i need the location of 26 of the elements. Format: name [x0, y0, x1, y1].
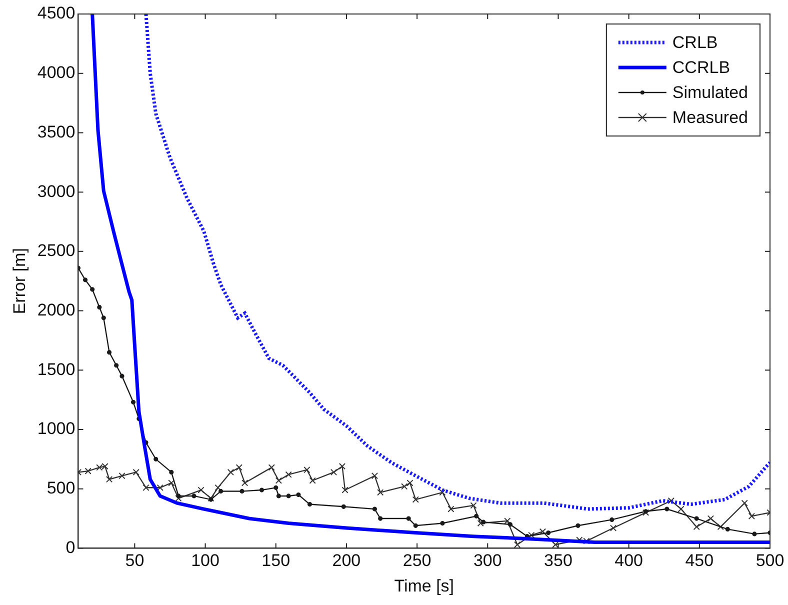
y-axis-title: Error [m]	[10, 248, 29, 314]
y-tick-label: 500	[46, 478, 76, 498]
x-tick-label: 300	[473, 551, 502, 570]
x-tick-label: 250	[402, 551, 432, 570]
x-tick-label: 500	[756, 551, 784, 570]
y-tick-label: 0	[66, 538, 76, 557]
x-tick-label: 200	[332, 551, 361, 570]
legend-label: CCRLB	[672, 58, 730, 78]
x-tick-label: 450	[685, 551, 714, 570]
y-tick-label: 4500	[37, 4, 76, 23]
x-axis-title: Time [s]	[394, 576, 454, 596]
y-tick-label: 2000	[37, 300, 76, 320]
y-tick-label: 2500	[37, 241, 76, 260]
x-tick-label: 50	[125, 551, 144, 570]
x-tick-label: 100	[191, 551, 220, 570]
x-tick-label: 400	[614, 551, 644, 570]
y-tick-label: 1000	[37, 419, 76, 438]
y-tick-label: 3500	[37, 122, 76, 142]
x-tick-label: 350	[544, 551, 572, 570]
y-tick-label: 1500	[37, 360, 76, 379]
legend-label: Measured	[672, 108, 748, 128]
legend-label: Simulated	[672, 83, 748, 102]
y-tick-label: 4000	[37, 63, 76, 82]
y-tick-label: 3000	[37, 182, 76, 201]
x-tick-label: 150	[262, 551, 290, 570]
legend-label: CRLB	[672, 33, 718, 52]
